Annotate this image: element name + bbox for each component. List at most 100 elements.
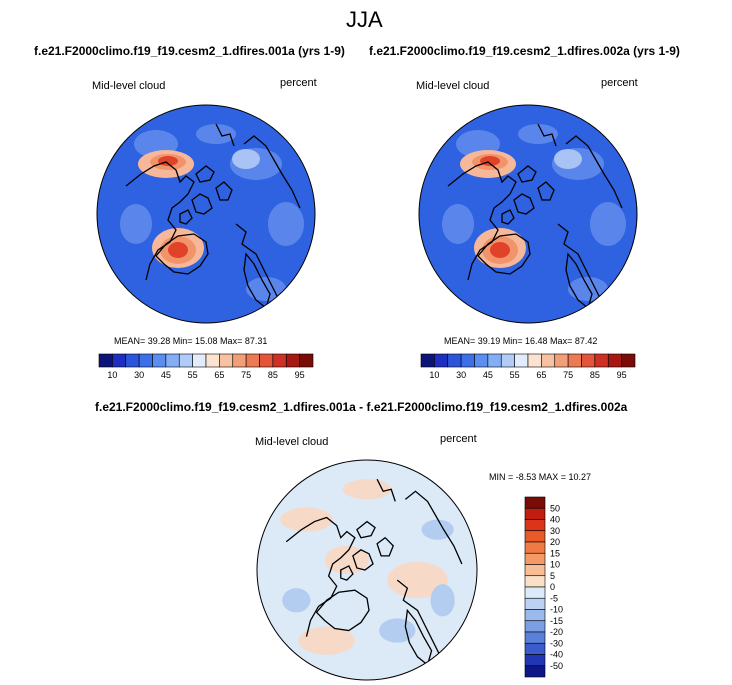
field-blob (158, 156, 178, 166)
colorbar-tick-label: 95 (295, 370, 305, 380)
colorbar-box (487, 353, 502, 368)
colorbar-tick-label: -50 (550, 661, 563, 671)
colorbar-tick-label: 95 (617, 370, 627, 380)
colorbar-tick-label: 20 (550, 537, 560, 547)
colorbar-tick-label: 5 (550, 571, 555, 581)
coastline (404, 490, 463, 565)
colorbar-box (474, 353, 489, 368)
field-blob (268, 202, 304, 246)
coastline (155, 233, 209, 275)
left-case-title: f.e21.F2000climo.f19_f19.cesm2_1.dfires.… (34, 44, 345, 58)
colorbar-tick-label: -20 (550, 627, 563, 637)
colorbar-box (514, 353, 529, 368)
field-blob (442, 204, 474, 244)
coastline (376, 536, 394, 557)
colorbar-box (524, 575, 546, 588)
colorbar-tick-label: 30 (134, 370, 144, 380)
map-border (256, 459, 478, 681)
field-blob (421, 519, 454, 540)
colorbar-box (245, 353, 260, 368)
colorbar-box (524, 631, 546, 644)
colorbar-box (138, 353, 153, 368)
coastline (557, 223, 603, 303)
left-polar-map (96, 104, 316, 324)
coastline (501, 209, 515, 225)
colorbar-tick-label: 85 (268, 370, 278, 380)
left-stats: MEAN= 39.28 Min= 15.08 Max= 87.31 (114, 336, 268, 346)
left-variable-label: Mid-level cloud (92, 80, 166, 92)
coastline (243, 135, 301, 209)
difference-polar-map (256, 459, 478, 681)
colorbar-tick-label: 30 (456, 370, 466, 380)
right-case-title: f.e21.F2000climo.f19_f19.cesm2_1.dfires.… (369, 44, 680, 58)
colorbar-box (524, 530, 546, 543)
coastline (477, 233, 531, 275)
diff-stats: MIN = -8.53 MAX = 10.27 (489, 472, 592, 482)
field-blob (590, 202, 626, 246)
coastline (376, 478, 396, 502)
colorbar-box (524, 609, 546, 622)
colorbar-box (285, 353, 300, 368)
colorbar-box (524, 564, 546, 577)
coastline (356, 520, 376, 539)
difference-case-title: f.e21.F2000climo.f19_f19.cesm2_1.dfires.… (95, 400, 628, 414)
colorbar-box (447, 353, 462, 368)
colorbar-box (524, 507, 546, 520)
colorbar-box (152, 353, 167, 368)
field-blob (490, 242, 510, 258)
colorbar-box (567, 353, 582, 368)
colorbar-box (541, 353, 556, 368)
left-colorbar: 10 30 45 55 65 75 85 95 (98, 353, 314, 380)
colorbar-box (524, 519, 546, 532)
right-variable-label: Mid-level cloud (416, 80, 490, 92)
map-field (257, 460, 477, 680)
colorbar-tick-label: -40 (550, 650, 563, 660)
colorbar-box (272, 353, 287, 368)
coastline (191, 193, 213, 215)
colorbar-box (460, 353, 475, 368)
colorbar-box (500, 353, 515, 368)
coastline (195, 165, 215, 183)
colorbar-tick-label: 10 (550, 560, 560, 570)
colorbar-box (594, 353, 609, 368)
colorbar-box (232, 353, 247, 368)
map-border (418, 104, 638, 324)
diff-variable-label: Mid-level cloud (255, 436, 329, 448)
colorbar-tick-label: -10 (550, 605, 563, 615)
coastline (537, 123, 557, 147)
colorbar-box (205, 353, 220, 368)
colorbar-box (219, 353, 234, 368)
coastline (215, 123, 235, 147)
colorbar-box (434, 353, 449, 368)
colorbar-box (420, 353, 435, 368)
coastline (352, 549, 374, 571)
colorbar-tick-label: 85 (590, 370, 600, 380)
colorbar-tick-label: 55 (510, 370, 520, 380)
colorbar-tick-label: -15 (550, 616, 563, 626)
field-blob (568, 277, 608, 301)
coastline (396, 579, 443, 660)
colorbar-box (621, 353, 636, 368)
colorbar-box (527, 353, 542, 368)
right-units-label: percent (601, 77, 638, 89)
coastline (340, 565, 354, 581)
colorbar-box (554, 353, 569, 368)
field-blob (168, 242, 188, 258)
colorbar-box (178, 353, 193, 368)
field-blob (379, 618, 416, 643)
page-title: JJA (346, 7, 383, 32)
colorbar-tick-label: 50 (550, 503, 560, 513)
coastline (179, 209, 193, 225)
colorbar-tick-label: 0 (550, 582, 555, 592)
colorbar-tick-label: -5 (550, 593, 558, 603)
colorbar-tick-label: 65 (214, 370, 224, 380)
right-stats: MEAN= 39.19 Min= 16.48 Max= 87.42 (444, 336, 598, 346)
coastline (517, 165, 537, 183)
colorbar-box (524, 620, 546, 633)
colorbar-box (192, 353, 207, 368)
colorbar-box (524, 597, 546, 610)
colorbar-box (524, 496, 546, 509)
coastline (235, 223, 281, 303)
colorbar-tick-label: 45 (161, 370, 171, 380)
